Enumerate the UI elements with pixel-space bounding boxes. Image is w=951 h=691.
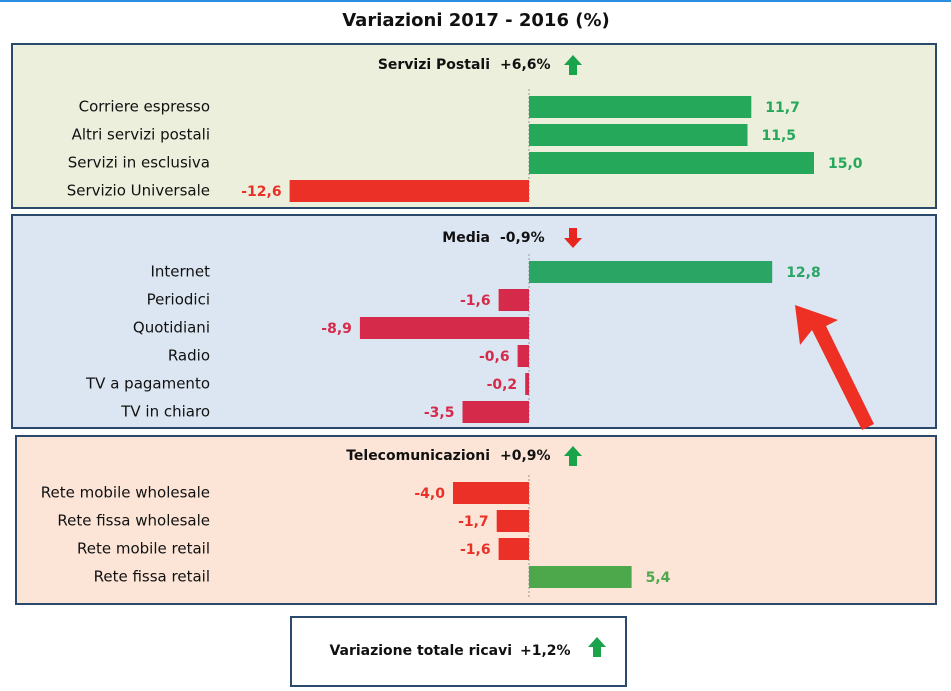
category-label: Servizio Universale xyxy=(67,182,210,200)
value-label: -12,6 xyxy=(241,184,281,200)
panel-title: Media xyxy=(442,230,490,246)
category-label: Periodici xyxy=(147,291,210,309)
trend-arrow xyxy=(564,446,582,466)
total-label: Variazione totale ricavi xyxy=(329,643,512,659)
trend-arrow xyxy=(564,228,582,248)
value-label: -1,6 xyxy=(460,293,491,309)
value-label: -8,9 xyxy=(321,321,352,337)
value-label: 11,5 xyxy=(762,128,797,144)
bar xyxy=(517,345,529,367)
category-label: Rete mobile wholesale xyxy=(41,484,210,502)
bar xyxy=(462,401,529,423)
bar xyxy=(529,96,752,118)
trend-arrow xyxy=(588,637,606,657)
total-arrow xyxy=(588,637,606,657)
panel-change: +0,9% xyxy=(500,448,551,464)
bar xyxy=(453,482,529,504)
category-label: TV in chiaro xyxy=(120,403,210,421)
value-label: -4,0 xyxy=(414,486,445,502)
category-label: TV a pagamento xyxy=(85,375,210,393)
value-label: 11,7 xyxy=(765,100,800,116)
category-label: Corriere espresso xyxy=(79,98,210,116)
category-label: Altri servizi postali xyxy=(72,126,210,144)
panel-change: +6,6% xyxy=(500,57,551,73)
bar xyxy=(289,180,529,202)
bar xyxy=(498,289,529,311)
bar xyxy=(498,538,529,560)
value-label: -0,2 xyxy=(487,377,518,393)
panel xyxy=(11,43,937,209)
chart-title: Variazioni 2017 - 2016 (%) xyxy=(342,10,610,31)
value-label: 15,0 xyxy=(828,156,863,172)
value-label: -0,6 xyxy=(479,349,510,365)
bar xyxy=(496,510,529,532)
value-label: -3,5 xyxy=(424,405,455,421)
total-box xyxy=(290,616,627,687)
panel-title: Servizi Postali xyxy=(378,57,490,73)
bar xyxy=(529,152,814,174)
total-value: +1,2% xyxy=(520,643,571,659)
bar xyxy=(359,317,529,339)
value-label: -1,7 xyxy=(458,514,489,530)
category-label: Rete mobile retail xyxy=(77,540,210,558)
trend-arrow xyxy=(564,55,582,75)
value-label: -1,6 xyxy=(460,542,491,558)
panel xyxy=(15,435,937,605)
bar xyxy=(529,124,748,146)
bar xyxy=(525,373,529,395)
bar xyxy=(529,261,773,283)
value-label: 12,8 xyxy=(786,265,821,281)
category-label: Rete fissa wholesale xyxy=(57,512,210,530)
panels: Servizi Postali +6,6% Corriere espresso 11,… xyxy=(11,43,937,605)
panel-change: -0,9% xyxy=(500,230,545,246)
bar xyxy=(529,566,632,588)
category-label: Rete fissa retail xyxy=(94,568,210,586)
value-label: 5,4 xyxy=(646,570,671,586)
category-label: Radio xyxy=(168,347,210,365)
panel-title: Telecomunicazioni xyxy=(346,448,490,464)
annotation-arrow xyxy=(795,305,874,430)
category-label: Internet xyxy=(150,263,210,281)
category-label: Servizi in esclusiva xyxy=(68,154,210,172)
category-label: Quotidiani xyxy=(133,319,210,337)
